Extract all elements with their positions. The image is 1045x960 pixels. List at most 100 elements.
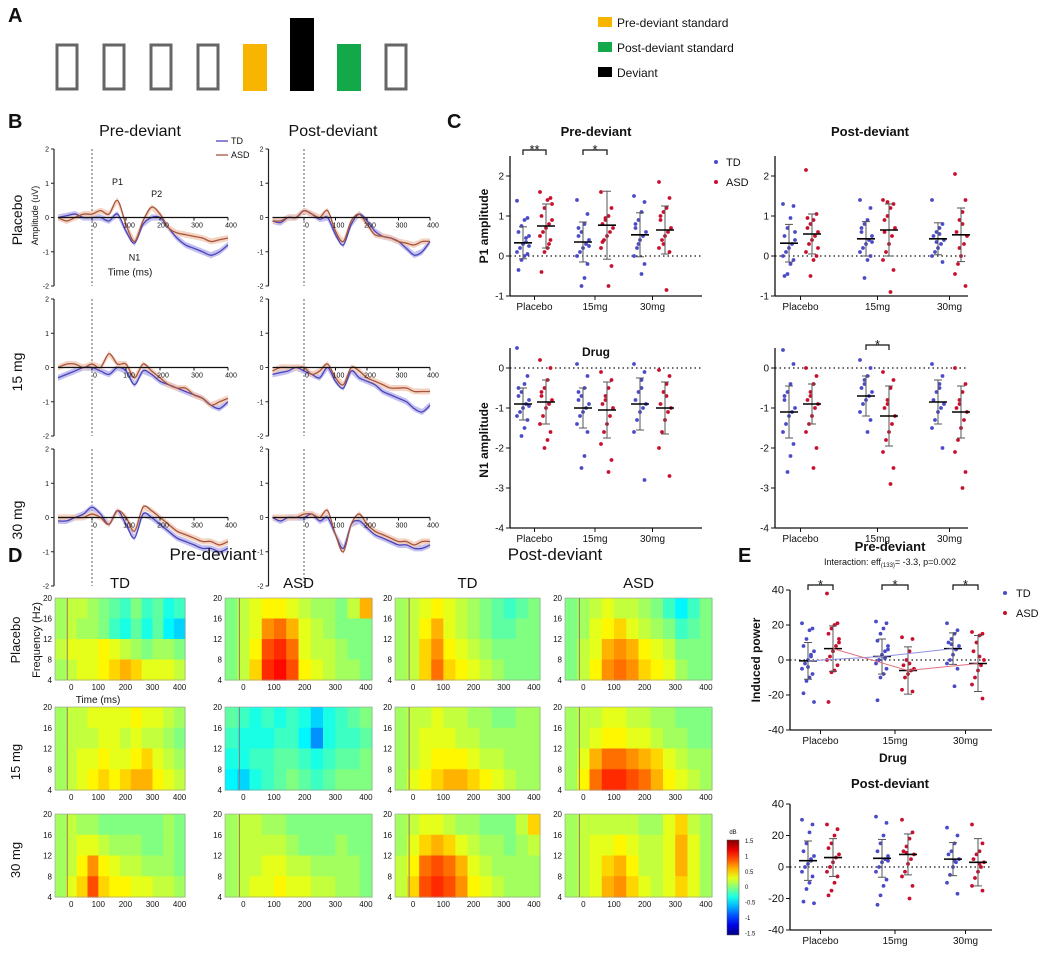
heatmap-cell	[98, 814, 110, 836]
colorbar-tick-label: -1.5	[745, 931, 756, 937]
asd-data-point	[963, 382, 968, 386]
heatmap-cell	[443, 707, 457, 729]
x-tick-label: 400	[699, 683, 713, 692]
heatmap-cell	[87, 834, 99, 857]
asd-data-point	[980, 841, 985, 846]
heatmap-cell	[152, 707, 164, 729]
heatmap-cell	[455, 618, 469, 640]
heatmap-cell	[503, 618, 517, 640]
legend-swatch	[598, 17, 612, 27]
td-data-point	[781, 348, 785, 352]
heatmap-cell	[174, 598, 186, 620]
asd-data-point	[811, 218, 816, 222]
legend-label: Post-deviant standard	[617, 41, 734, 55]
asd-data-point	[881, 450, 885, 454]
heatmap-cell	[274, 834, 287, 857]
heatmap-cell	[419, 618, 432, 640]
td-data-point	[804, 841, 809, 846]
asd-data-point	[608, 230, 612, 234]
y-tick-label: 2	[260, 297, 264, 304]
x-tick-label: 300	[669, 900, 683, 909]
heatmap-cell	[174, 855, 186, 877]
heatmap-cell	[237, 748, 251, 770]
td-data-point	[576, 390, 581, 394]
heatmap-cell	[237, 769, 251, 791]
heatmap-cell	[163, 639, 175, 661]
td-data-point	[875, 902, 880, 907]
td-data-point	[933, 250, 937, 254]
heatmap-cell	[120, 748, 132, 770]
heatmap-cell	[347, 639, 361, 661]
x-tick-label: 200	[157, 523, 169, 530]
asd-data-point	[825, 591, 829, 596]
asd-data-point	[826, 700, 831, 704]
heatmap-cell	[479, 876, 493, 898]
td-data-point	[644, 230, 648, 234]
x-tick-label: 300	[497, 683, 511, 692]
asd-data-point	[907, 896, 912, 901]
td-data-point	[807, 880, 812, 885]
x-tick-label: Placebo	[516, 534, 553, 545]
heatmap-frame	[394, 597, 541, 681]
asd-data-point	[550, 398, 554, 402]
y-tick-label: 8	[218, 872, 223, 881]
heatmap-cell	[347, 769, 361, 791]
heatmap-cell	[163, 855, 175, 877]
heatmap-cell	[347, 598, 361, 620]
heatmap-cell	[225, 748, 238, 770]
heatmap-cell	[503, 659, 517, 681]
heatmap-cell	[407, 814, 420, 836]
y-tick-label: 1	[498, 212, 504, 223]
y-tick-label: 0	[260, 515, 264, 522]
td-data-point	[809, 654, 813, 659]
y-tick-label: 20	[553, 703, 562, 712]
x-tick-label: 300	[669, 793, 683, 802]
heatmap-cell	[527, 618, 541, 640]
heatmap-cell	[310, 855, 324, 877]
heatmap-cell	[120, 618, 132, 640]
y-tick-label: 4	[388, 893, 393, 902]
x-tick-label: 0	[93, 373, 97, 380]
td-data-point	[579, 230, 584, 234]
heatmap-cell	[491, 834, 505, 857]
y-axis-label: N1 amplitude	[477, 402, 491, 478]
asd-data-point	[953, 366, 957, 370]
heatmap-cell	[347, 727, 361, 750]
x-tick-label: 300	[191, 373, 203, 380]
y-tick-label: -3	[495, 484, 504, 495]
td-data-point	[525, 374, 530, 378]
heatmap-cell	[274, 598, 287, 620]
td-data-point	[865, 258, 870, 262]
asd-data-point	[885, 214, 890, 218]
asd-data-point	[606, 214, 611, 218]
x-tick-label: 100	[607, 793, 621, 802]
heatmap-cell	[626, 748, 640, 770]
subplot-title: Post-deviant	[831, 124, 910, 139]
heatmap-cell	[479, 814, 493, 836]
heatmap-cell	[626, 727, 640, 750]
x-tick-label: 400	[225, 523, 237, 530]
heatmap-cell	[491, 814, 505, 836]
x-tick-label: 0	[581, 900, 586, 909]
heatmap-cell	[65, 855, 78, 877]
heatmap-frame	[224, 597, 373, 681]
asd-data-point	[974, 640, 979, 645]
asd-data-point	[963, 284, 968, 288]
heatmap-cell	[687, 834, 701, 857]
heatmap-cell	[109, 659, 121, 681]
heatmap-cell	[626, 769, 640, 791]
row-label: 15 mg	[9, 353, 25, 392]
td-sem-band	[58, 210, 228, 259]
y-tick-label: 8	[48, 872, 53, 881]
subplot-title: Post-deviant	[851, 776, 930, 791]
asd-data-point	[807, 242, 811, 246]
heatmap-cell	[274, 659, 287, 681]
x-tick-label: 100	[333, 523, 345, 530]
colorbar-tick-label: 1	[745, 854, 749, 860]
heatmap-cell	[237, 727, 251, 750]
heatmap-cell	[455, 834, 469, 857]
heatmap-cell	[274, 618, 287, 640]
heatmap-cell	[286, 876, 300, 898]
heatmap-cell	[663, 618, 676, 640]
td-data-point	[576, 234, 581, 238]
